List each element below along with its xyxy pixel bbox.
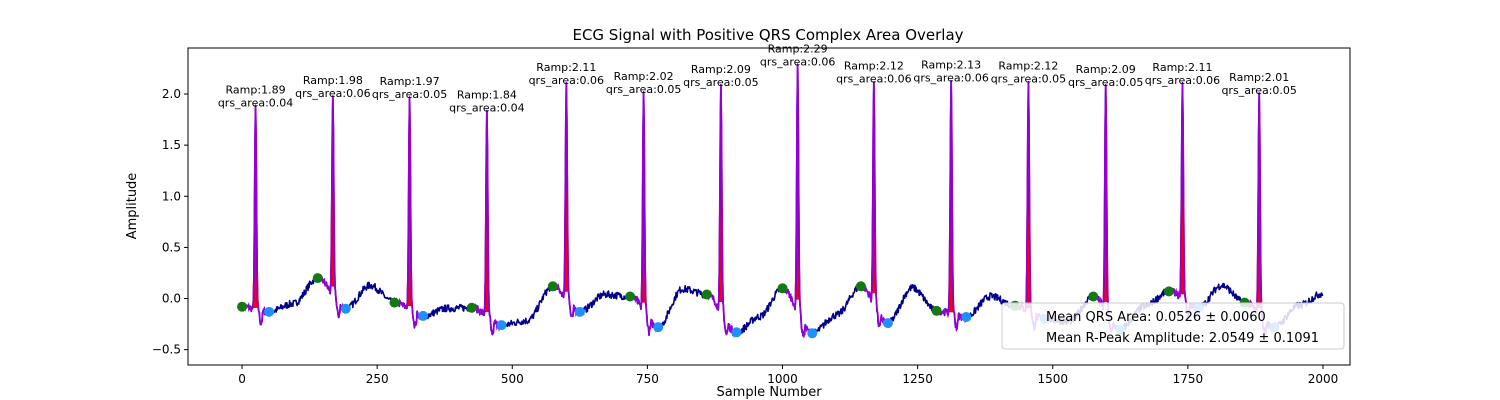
qrs-offset-point	[496, 320, 507, 331]
legend: Mean QRS Area: 0.0526 ± 0.0060 Mean R-Pe…	[1001, 302, 1345, 350]
y-axis-label: Amplitude	[125, 173, 140, 240]
qrs-offset-point	[961, 311, 972, 322]
qrs-area-label: qrs_area:0.06	[529, 74, 604, 87]
qrs-offset-point	[653, 322, 664, 333]
qrs-onset-point	[389, 297, 400, 308]
qrs-area-label: qrs_area:0.05	[372, 88, 447, 101]
qrs-offset-point	[340, 303, 351, 314]
qrs-area-label: qrs_area:0.06	[1145, 74, 1220, 87]
r-peak-amplitude-label: Ramp:1.89	[226, 83, 286, 96]
qrs-segment-line	[705, 84, 738, 339]
x-tick-label: 1750	[1173, 372, 1204, 386]
qrs-onset-point	[625, 291, 636, 302]
x-tick-label: 1250	[902, 372, 933, 386]
r-peak-amplitude-label: Ramp:2.09	[1076, 63, 1136, 76]
legend-box	[1001, 302, 1345, 350]
qrs-offset-point	[882, 318, 893, 329]
x-tick-label: 750	[636, 372, 659, 386]
x-tick-label: 2000	[1308, 372, 1339, 386]
qrs-area-label: qrs_area:0.06	[836, 73, 911, 86]
chart-title: ECG Signal with Positive QRS Complex Are…	[572, 26, 963, 44]
qrs-segment-line	[935, 80, 968, 333]
qrs-onset-point	[1163, 286, 1174, 297]
qrs-onset-point	[312, 273, 323, 284]
r-peak-amplitude-label: Ramp:2.11	[1152, 61, 1212, 74]
y-tick-label: 0.0	[162, 292, 181, 306]
qrs-segment-line	[551, 82, 581, 318]
marker-layer	[237, 273, 1280, 339]
qrs-area-label: qrs_area:0.05	[991, 73, 1066, 86]
qrs-offset-point	[807, 328, 818, 339]
qrs-area-label: qrs_area:0.05	[1221, 84, 1296, 97]
x-tick-label: 0	[238, 372, 246, 386]
qrs-onset-point	[237, 301, 248, 312]
r-peak-amplitude-label: Ramp:2.29	[768, 42, 828, 55]
qrs-segment-line	[316, 96, 347, 318]
qrs-area-label: qrs_area:0.06	[295, 87, 370, 100]
x-tick-label: 500	[501, 372, 524, 386]
qrs-onset-point	[547, 281, 558, 292]
r-peak-amplitude-label: Ramp:2.09	[691, 63, 751, 76]
peak-annotations: Ramp:1.89qrs_area:0.04Ramp:1.98qrs_area:…	[218, 42, 1297, 114]
qrs-area-label: qrs_area:0.04	[449, 101, 524, 114]
qrs-offset-point	[264, 306, 275, 317]
legend-mean-r-peak-amplitude: Mean R-Peak Amplitude: 2.0549 ± 0.1091	[1046, 331, 1319, 346]
qrs-area-label: qrs_area:0.05	[606, 83, 681, 96]
r-peak-amplitude-label: Ramp:2.12	[844, 60, 904, 73]
r-peak-amplitude-label: Ramp:1.97	[380, 75, 440, 88]
y-tick-label: 0.5	[162, 240, 181, 254]
qrs-area-label: qrs_area:0.06	[760, 55, 835, 68]
r-peak-amplitude-label: Ramp:2.13	[921, 59, 981, 72]
r-peak-amplitude-label: Ramp:1.98	[303, 74, 363, 87]
qrs-area-label: qrs_area:0.04	[218, 96, 293, 109]
y-tick-label: −0.5	[152, 343, 181, 357]
x-tick-label: 1000	[767, 372, 798, 386]
qrs-area-label: qrs_area:0.05	[683, 76, 758, 89]
qrs-offset-point	[418, 310, 429, 321]
r-peak-amplitude-label: Ramp:2.01	[1229, 71, 1289, 84]
qrs-onset-point	[855, 281, 866, 292]
qrs-area-label: qrs_area:0.06	[913, 72, 988, 85]
qrs-onset-point	[701, 289, 712, 300]
qrs-onset-point	[466, 302, 477, 313]
qrs-segment-line	[629, 91, 659, 336]
qrs-onset-point	[777, 283, 788, 294]
legend-mean-qrs-area: Mean QRS Area: 0.0526 ± 0.0060	[1046, 310, 1266, 325]
qrs-onset-point	[1088, 291, 1099, 302]
r-peak-amplitude-label: Ramp:2.12	[998, 60, 1058, 73]
x-axis-label: Sample Number	[716, 385, 822, 400]
x-tick-label: 1500	[1037, 372, 1068, 386]
qrs-area-label: qrs_area:0.05	[1068, 76, 1143, 89]
x-axis: 0 250 500 750 1000 1250 1500 1750 2000	[238, 365, 1338, 386]
qrs-onset-point	[931, 305, 942, 316]
plot-frame	[187, 47, 1351, 366]
qrs-segment-line	[781, 64, 814, 339]
qrs-offset-point	[574, 306, 585, 317]
r-peak-amplitude-label: Ramp:1.84	[457, 88, 517, 101]
qrs-offset-point	[731, 327, 742, 338]
r-peak-amplitude-label: Ramp:2.11	[536, 61, 596, 74]
y-tick-label: 2.0	[162, 87, 181, 101]
r-peak-amplitude-label: Ramp:2.02	[614, 70, 674, 83]
y-tick-label: 1.5	[162, 138, 181, 152]
y-axis: −0.5 0.0 0.5 1.0 1.5 2.0	[152, 87, 188, 357]
y-tick-label: 1.0	[162, 189, 181, 203]
x-tick-label: 250	[366, 372, 389, 386]
